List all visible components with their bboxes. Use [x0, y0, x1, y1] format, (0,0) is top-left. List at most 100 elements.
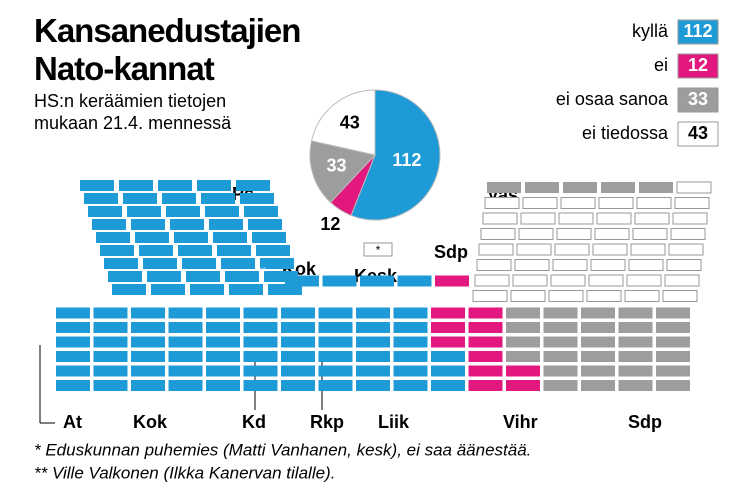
party-label: Kok [133, 412, 168, 432]
legend-label: kyllä [632, 21, 669, 41]
seat [618, 322, 653, 333]
seat [225, 271, 259, 282]
legend-label: ei osaa sanoa [556, 89, 669, 109]
seat [209, 219, 243, 230]
seat [264, 271, 298, 282]
legend-swatch [677, 53, 719, 79]
seat [672, 212, 708, 225]
seat [93, 307, 128, 319]
seat [151, 284, 185, 295]
seat [56, 380, 90, 391]
legend-value: 112 [683, 21, 712, 41]
legend-label: ei [654, 55, 668, 75]
seat [476, 259, 512, 271]
seat [205, 206, 239, 217]
seat [143, 258, 177, 269]
subtitle: HS:n keräämien tietojen mukaan 21.4. men… [34, 91, 232, 133]
seat [318, 336, 353, 348]
seat [206, 307, 240, 319]
seat [131, 307, 165, 319]
pie-label: 43 [340, 112, 360, 132]
seat [618, 351, 653, 362]
marker: * [376, 243, 381, 257]
seat [664, 274, 700, 287]
seat [543, 307, 578, 319]
seat [512, 274, 548, 287]
seat [131, 380, 165, 391]
footnote: ** Ville Valkonen (Ilkka Kanervan tilall… [34, 463, 335, 482]
seat [356, 336, 390, 348]
legend-swatch [677, 19, 719, 45]
seat [639, 182, 673, 193]
seat [543, 336, 578, 348]
seat [281, 307, 315, 319]
seat [586, 290, 622, 302]
seat [581, 322, 615, 333]
seat [168, 365, 203, 377]
legend-value: 43 [688, 123, 708, 143]
seat [281, 380, 315, 391]
seat [243, 336, 278, 348]
party-label: Sdp [434, 242, 468, 262]
pie-label: 12 [320, 214, 340, 234]
seat [100, 245, 134, 256]
seat [197, 180, 231, 191]
seat [581, 336, 615, 348]
seat [84, 193, 118, 204]
seat [543, 351, 578, 362]
seat [468, 380, 503, 391]
seat [656, 380, 690, 391]
seat [506, 307, 540, 319]
seat [506, 351, 540, 362]
seat [356, 307, 390, 319]
seat [393, 336, 428, 348]
seat [93, 351, 128, 362]
seat [656, 365, 690, 377]
seat [516, 243, 552, 256]
seat [168, 307, 203, 319]
seat [213, 232, 247, 243]
seat [596, 212, 632, 225]
seat [127, 206, 161, 217]
seat [131, 351, 165, 362]
seat [393, 351, 428, 362]
seat [543, 322, 578, 333]
seat [543, 365, 578, 377]
seat [543, 380, 578, 391]
seat [206, 322, 240, 333]
seat [93, 380, 128, 391]
seat [281, 336, 315, 348]
marker: ** [258, 266, 267, 278]
seat [318, 365, 353, 377]
seat [468, 351, 503, 362]
seat [56, 365, 90, 377]
seat [581, 365, 615, 377]
seat [260, 258, 294, 269]
seat [318, 307, 353, 319]
seat [168, 322, 203, 333]
pie-slice [310, 89, 376, 156]
seat [243, 307, 278, 319]
legend-swatch [677, 87, 719, 113]
seat [556, 228, 592, 240]
seat [217, 245, 251, 256]
seat [248, 219, 282, 230]
seat [112, 284, 146, 295]
seat [206, 336, 240, 348]
seat [468, 307, 503, 319]
seat [636, 197, 672, 209]
seat [96, 232, 130, 243]
seat [525, 182, 559, 193]
seat [482, 212, 518, 225]
seat [634, 212, 670, 225]
seat [618, 380, 653, 391]
seat [56, 351, 90, 362]
party-label: Rkp [310, 412, 344, 432]
seat [147, 271, 181, 282]
seat [674, 197, 710, 209]
seat [221, 258, 255, 269]
seat [656, 322, 690, 333]
seat [356, 365, 390, 377]
seat [123, 193, 157, 204]
